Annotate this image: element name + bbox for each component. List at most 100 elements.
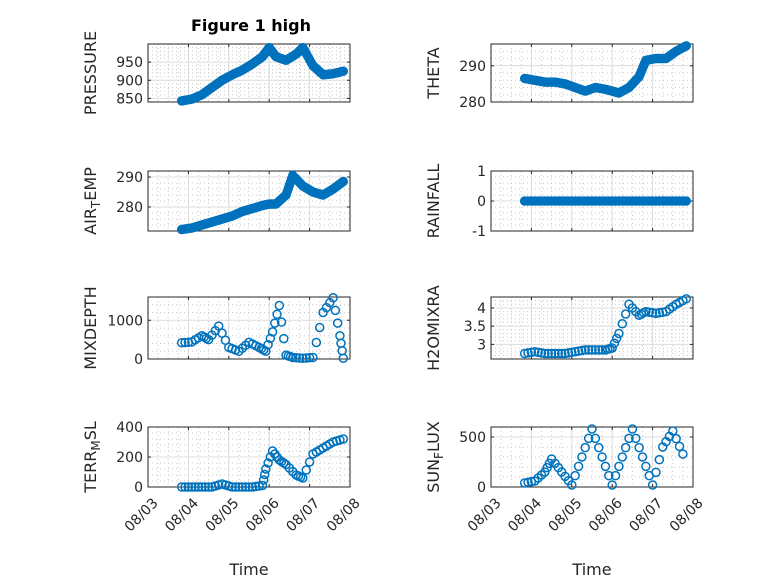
data-point	[681, 196, 692, 206]
data-point	[614, 328, 624, 339]
subplot-terr-msl: 08/03 08/04 08/05 08/06 08/07 08/08 0 200 400 TER…	[81, 420, 364, 579]
data-point	[567, 347, 577, 358]
data-point	[338, 434, 349, 444]
grid-air-temp	[147, 170, 351, 232]
xlabel-terr-msl: Time	[228, 560, 268, 579]
xtick-label: 08/05	[203, 495, 243, 535]
data-point	[298, 473, 308, 483]
data-point	[651, 467, 661, 478]
data-point	[681, 294, 692, 304]
data-point	[607, 480, 617, 490]
data-point	[590, 433, 601, 444]
data-point	[533, 347, 543, 358]
data-point	[570, 470, 580, 481]
ytick-label: 0	[477, 480, 486, 496]
data-point	[190, 482, 200, 492]
data-point	[200, 482, 210, 492]
points-terr-msl	[176, 434, 349, 492]
data-point	[634, 442, 644, 453]
data-point	[641, 306, 651, 317]
points-mixdepth	[176, 293, 349, 363]
data-point	[267, 327, 278, 337]
data-point	[593, 442, 604, 453]
data-point	[519, 348, 530, 359]
axes-box-pressure	[147, 43, 351, 103]
data-point	[647, 308, 658, 318]
subplot-pressure: 850 900 950 PRESSURE	[81, 31, 351, 115]
xtick-label: 08/07	[626, 495, 666, 535]
data-point	[338, 176, 349, 187]
ytick-label: 950	[116, 55, 143, 71]
ytick-label: 850	[116, 91, 143, 107]
data-point	[671, 433, 681, 444]
data-point	[617, 452, 628, 462]
data-point	[311, 337, 322, 348]
axes-box-air-temp	[147, 170, 351, 232]
data-point	[263, 340, 273, 350]
data-point	[301, 465, 311, 475]
xtick-label: 08/04	[505, 495, 545, 535]
data-point	[627, 424, 638, 434]
xtick-label: 08/08	[667, 495, 707, 535]
data-point	[681, 41, 692, 51]
data-point	[674, 441, 685, 452]
data-point	[597, 452, 607, 462]
data-point	[668, 426, 678, 436]
points-theta	[519, 41, 692, 98]
data-point	[180, 482, 190, 492]
subplot-air-temp: 280 290 AIRTEMP	[81, 167, 351, 235]
data-point	[176, 482, 187, 492]
ytick-label: -1	[472, 224, 486, 240]
data-point	[265, 333, 276, 344]
ylabel-theta: THETA	[424, 47, 443, 99]
data-point	[237, 482, 248, 492]
ytick-label: 0	[477, 194, 486, 210]
ytick-label: 900	[116, 73, 143, 89]
points-rainfall	[519, 196, 692, 206]
data-point	[617, 318, 628, 329]
ytick-label: 1	[477, 164, 486, 180]
data-point	[614, 461, 624, 472]
data-point	[254, 481, 264, 491]
data-point	[651, 308, 661, 319]
subplot-rainfall: -1 0 1 RAINFALL	[424, 164, 694, 240]
data-point	[543, 348, 553, 359]
ylabel-pressure: PRESSURE	[81, 31, 100, 115]
data-point	[272, 309, 282, 320]
data-point	[259, 469, 270, 480]
data-point	[577, 345, 587, 356]
ytick-label: 400	[116, 420, 143, 436]
ytick-label: 290	[459, 59, 486, 75]
data-point	[279, 333, 289, 344]
xtick-label: 08/03	[465, 495, 505, 535]
data-point	[328, 293, 338, 303]
data-point	[176, 337, 187, 348]
data-point	[526, 347, 537, 358]
ytick-label: 290	[116, 170, 143, 186]
subplot-theta: 280 290 THETA	[424, 41, 694, 111]
data-point	[180, 337, 190, 348]
data-point	[620, 309, 631, 319]
data-point	[607, 343, 617, 353]
ylabel-sun-flux: SUNFLUX	[424, 421, 446, 493]
data-point	[610, 470, 621, 481]
axes-box-theta	[490, 43, 694, 103]
points-pressure	[176, 42, 349, 106]
data-point	[587, 424, 597, 434]
data-point	[332, 318, 343, 328]
ytick-label: 1000	[107, 313, 143, 329]
figure-title: Figure 1 high	[191, 16, 311, 35]
data-point	[611, 333, 622, 344]
data-point	[330, 305, 341, 316]
data-point	[567, 480, 577, 490]
subplots: 850 900 950 PRESSURE 280 290 THETA 280 290 AIRTEM…	[81, 31, 707, 579]
axes-box-sun-flux	[490, 426, 694, 488]
ytick-label: 500	[459, 430, 486, 446]
data-point	[304, 457, 315, 467]
data-point	[314, 322, 325, 333]
data-point	[580, 442, 591, 453]
data-point	[570, 346, 580, 357]
subplot-mixdepth: 0 1000 MIXDEPTH	[81, 286, 351, 370]
grid-mixdepth	[147, 296, 351, 360]
